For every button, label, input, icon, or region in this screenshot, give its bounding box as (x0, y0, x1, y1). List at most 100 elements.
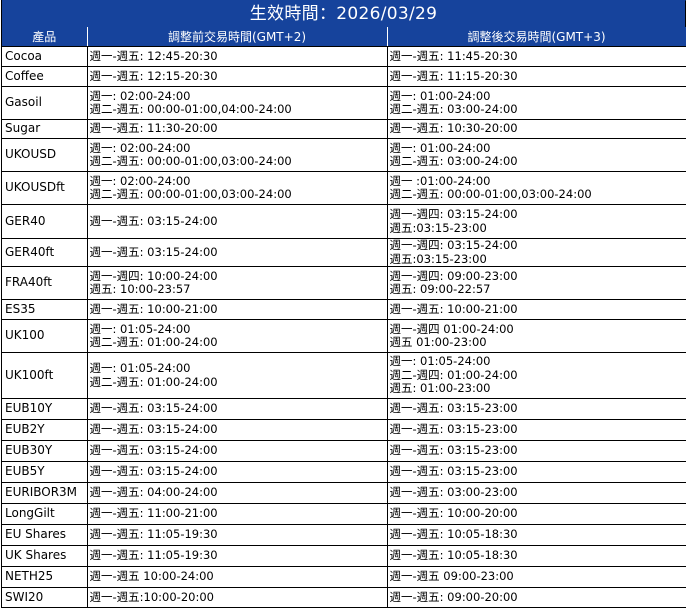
after-hours-line: 週五 01:00-23:00 (389, 335, 487, 349)
after-hours-line: 週二-週四: 01:00-24:00 (389, 367, 518, 382)
table-row: EUB10Y 週一-週五: 03:15-24:00 週一-週五: 03:15-23:… (2, 398, 686, 420)
product-cell: EURIBOR3M (2, 482, 88, 504)
before-hours-line: 週一-週五: 03:15-24:00 (89, 244, 218, 259)
after-hours-line: 週五: 09:00-22:57 (389, 282, 491, 296)
before-hours-line: 週一: 02:00-24:00 (89, 88, 191, 103)
before-hours-cell: 週一-週五: 11:30-20:00 (87, 119, 388, 139)
table-row: Coffee 週一-週五: 12:15-20:30 週一-週五: 11:15-20:… (2, 66, 686, 87)
after-hours-line: 週一: 01:00-24:00 (389, 88, 491, 103)
product-cell: UKOUSD (2, 138, 88, 172)
table-row: UKOUSDft 週一: 02:00-24:00 週二-週五: 00:00-01:0… (2, 171, 686, 205)
after-hours-line: 週一-週四 01:00-24:00 (389, 321, 514, 336)
after-hours-line: 週一-週五: 03:00-23:00 (389, 485, 518, 500)
after-hours-line: 週一-週五: 09:00-20:00 (389, 589, 518, 604)
before-hours-line: 週一-週五: 03:15-24:00 (89, 213, 218, 228)
after-hours-cell: 週一-週四: 03:15-24:00 週五:03:15-23:00 (387, 204, 686, 239)
table-row: EURIBOR3M 週一-週五: 04:00-24:00 週一-週五: 03:00-… (2, 482, 686, 504)
table-row: UK100ft 週一: 01:05-24:00 週二-週五: 01:00-24:00… (2, 352, 686, 399)
after-hours-line: 週一-週五: 11:45-20:30 (389, 48, 518, 63)
after-hours-cell: 週一-週四: 09:00-23:00 週五: 09:00-22:57 (387, 266, 686, 300)
product-cell: Sugar (2, 119, 88, 139)
product-cell: GER40ft (2, 238, 88, 267)
before-hours-cell: 週一: 02:00-24:00 週二-週五: 00:00-01:00,04:00-… (87, 86, 388, 120)
after-hours-line: 週一-週五: 10:00-20:00 (389, 506, 518, 521)
table-row: GER40ft 週一-週五: 03:15-24:00 週一-週四: 03:15-24… (2, 238, 686, 267)
after-hours-cell: 週一 :01:00-24:00 週二-週五: 00:00-01:00,03:00-… (387, 171, 686, 205)
after-hours-cell: 週一-週五: 10:00-21:00 (387, 299, 686, 320)
before-hours-cell: 週一: 02:00-24:00 週二-週五: 00:00-01:00,03:00-… (87, 171, 388, 205)
before-hours-cell: 週一-週五: 03:15-24:00 (87, 461, 388, 483)
before-hours-cell: 週一-週五 10:00-24:00 (87, 566, 388, 588)
before-hours-cell: 週一-週五: 12:15-20:30 (87, 66, 388, 87)
after-hours-line: 週一-週五: 10:30-20:00 (389, 121, 518, 136)
header-before: 調整前交易時間(GMT+2) (87, 27, 388, 47)
product-cell: EU Shares (2, 524, 88, 546)
before-hours-line: 週一-週五: 11:30-20:00 (89, 121, 218, 136)
header-product: 產品 (2, 27, 88, 47)
after-hours-cell: 週一: 01:00-24:00 週二-週五: 03:00-24:00 (387, 86, 686, 120)
product-cell: UK100 (2, 319, 88, 353)
before-hours-line: 週一: 01:05-24:00 (89, 361, 191, 375)
after-hours-line: 週二-週五: 03:00-24:00 (389, 102, 518, 116)
after-hours-line: 週一-週五: 03:15-23:00 (389, 401, 518, 416)
before-hours-line: 週一-週五: 10:00-21:00 (89, 301, 218, 316)
before-hours-line: 週一-週五:10:00-20:00 (89, 589, 214, 604)
product-cell: FRA40ft (2, 266, 88, 300)
after-hours-cell: 週一-週五: 11:45-20:30 (387, 46, 686, 67)
after-hours-cell: 週一: 01:00-24:00 週二-週五: 03:00-24:00 (387, 138, 686, 172)
product-cell: SWI20 (2, 587, 88, 608)
after-hours-cell: 週一-週四 01:00-24:00 週五 01:00-23:00 (387, 319, 686, 353)
after-hours-cell: 週一-週五: 10:05-18:30 (387, 545, 686, 567)
product-cell: UKOUSDft (2, 171, 88, 205)
before-hours-cell: 週一: 01:05-24:00 週二-週五: 01:00-24:00 (87, 319, 388, 353)
header-after: 調整後交易時間(GMT+3) (387, 27, 686, 47)
before-hours-cell: 週一-週五: 03:15-24:00 (87, 440, 388, 462)
after-hours-line: 週一-週五: 11:15-20:30 (389, 68, 518, 83)
before-hours-cell: 週一-週五: 11:05-19:30 (87, 545, 388, 567)
after-hours-cell: 週一-週五: 03:15-23:00 (387, 398, 686, 420)
after-hours-cell: 週一-週五: 03:15-23:00 (387, 419, 686, 441)
before-hours-line: 週一-週五: 11:05-19:30 (89, 548, 218, 563)
after-hours-cell: 週一-週五: 03:00-23:00 (387, 482, 686, 504)
table-row: Gasoil 週一: 02:00-24:00 週二-週五: 00:00-01:00,… (2, 86, 686, 120)
after-hours-line: 週五:03:15-23:00 (389, 251, 487, 266)
after-hours-cell: 週一-週五: 11:15-20:30 (387, 66, 686, 87)
before-hours-cell: 週一: 02:00-24:00 週二-週五: 00:00-01:00,03:00-… (87, 138, 388, 172)
after-hours-line: 週一 :01:00-24:00 (389, 173, 491, 188)
table-body: Cocoa 週一-週五: 12:45-20:30 週一-週五: 11:45-20:3… (2, 46, 686, 608)
after-hours-line: 週二-週五: 00:00-01:00,03:00-24:00 (389, 187, 592, 201)
after-hours-cell: 週一-週五: 03:15-23:00 (387, 440, 686, 462)
table-row: Sugar 週一-週五: 11:30-20:00 週一-週五: 10:30-20:0… (2, 119, 686, 139)
product-cell: ES35 (2, 299, 88, 320)
after-hours-cell: 週一-週五: 03:15-23:00 (387, 461, 686, 483)
after-hours-line: 週五: 01:00-23:00 (389, 381, 491, 396)
product-cell: EUB30Y (2, 440, 88, 462)
after-hours-cell: 週一: 01:05-24:00 週二-週四: 01:00-24:00 週五: 01:… (387, 352, 686, 399)
before-hours-line: 週二-週五: 01:00-24:00 (89, 335, 218, 349)
before-hours-line: 週二-週五: 00:00-01:00,04:00-24:00 (89, 102, 292, 116)
before-hours-cell: 週一-週五: 11:05-19:30 (87, 524, 388, 546)
table-row: UK Shares 週一-週五: 11:05-19:30 週一-週五: 10:05-… (2, 545, 686, 567)
table-row: ES35 週一-週五: 10:00-21:00 週一-週五: 10:00-21:00 (2, 299, 686, 320)
before-hours-line: 週一-週五: 12:45-20:30 (89, 48, 218, 63)
before-hours-cell: 週一-週五: 11:00-21:00 (87, 503, 388, 525)
after-hours-line: 週一-週五: 03:15-23:00 (389, 464, 518, 479)
after-hours-line: 週一: 01:00-24:00 (389, 140, 491, 155)
table-row: UKOUSD 週一: 02:00-24:00 週二-週五: 00:00-01:00,… (2, 138, 686, 172)
table-row: EUB2Y 週一-週五: 03:15-24:00 週一-週五: 03:15-23:0… (2, 419, 686, 441)
before-hours-line: 週五: 10:00-23:57 (89, 282, 191, 296)
before-hours-line: 週二-週五: 00:00-01:00,03:00-24:00 (89, 187, 292, 201)
before-hours-line: 週一-週五 10:00-24:00 (89, 569, 214, 584)
table-row: SWI20 週一-週五:10:00-20:00 週一-週五: 09:00-20:00 (2, 587, 686, 608)
product-cell: LongGilt (2, 503, 88, 525)
table-row: UK100 週一: 01:05-24:00 週二-週五: 01:00-24:00 週一… (2, 319, 686, 353)
before-hours-line: 週一-週五: 11:05-19:30 (89, 527, 218, 542)
after-hours-line: 週一-週五 09:00-23:00 (389, 569, 514, 584)
before-hours-cell: 週一-週五: 04:00-24:00 (87, 482, 388, 504)
product-cell: EUB2Y (2, 419, 88, 441)
after-hours-cell: 週一-週四: 03:15-24:00 週五:03:15-23:00 (387, 238, 686, 267)
before-hours-line: 週一: 01:05-24:00 (89, 321, 191, 336)
product-cell: Gasoil (2, 86, 88, 120)
table-row: FRA40ft 週一-週四: 10:00-24:00 週五: 10:00-23:57… (2, 266, 686, 300)
